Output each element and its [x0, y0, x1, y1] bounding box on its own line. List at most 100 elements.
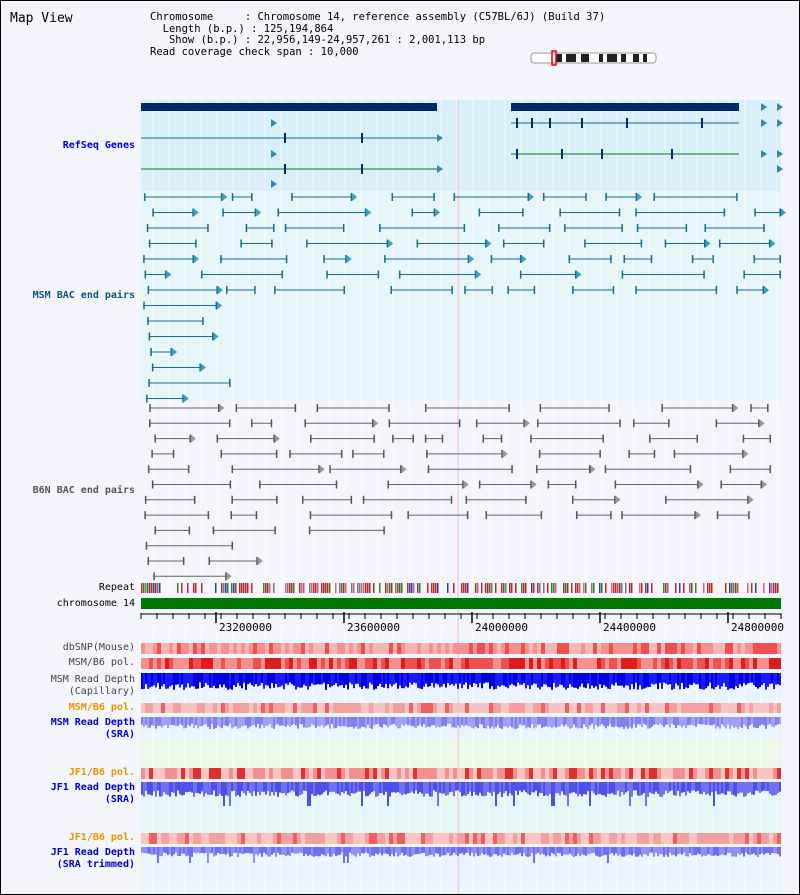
track-label-jf1-depth-trimmed[interactable]: JF1 Read Depth (SRA trimmed)	[50, 847, 135, 870]
jf1-depth-trim-bar	[433, 847, 435, 857]
msm-depth-cap-bar	[683, 673, 685, 690]
b6n-end	[153, 572, 155, 581]
msm-depth-sra-bar	[637, 717, 639, 725]
jf1-b6-pol-heat-cell	[757, 768, 761, 779]
b6n-end	[482, 434, 485, 443]
msm-depth-sra-bar	[287, 717, 289, 726]
msm-depth-sra-bar	[181, 717, 183, 726]
msm-depth-cap-bar	[649, 673, 651, 688]
msm-depth-cap-bar	[275, 673, 277, 684]
dbsnp-heat-cell	[181, 643, 185, 654]
msm-b6-pol2-heat-cell	[169, 703, 173, 713]
track-label-dbsnp[interactable]: dbSNP(Mouse)	[62, 642, 135, 653]
track-label-b6n-bac[interactable]: B6N BAC end pairs	[32, 485, 135, 496]
jf1-depth-sra-bar	[551, 782, 553, 806]
dbsnp-heat-cell	[749, 643, 753, 654]
b6n-end	[251, 419, 253, 428]
jf1-b6-pol-heat-cell	[593, 768, 597, 779]
b6n-end	[400, 465, 402, 474]
msm-depth-sra-bar	[645, 717, 647, 726]
jf1-depth-sra-bar	[355, 782, 357, 793]
jf1-depth-trim-bar	[683, 847, 685, 853]
jf1-depth-trim-bar	[545, 847, 547, 857]
dbsnp-heat-cell	[641, 643, 645, 654]
msm-depth-cap-bar	[197, 673, 199, 689]
jf1-b6-pol2-heat-cell	[349, 833, 353, 844]
repeat-mark	[575, 583, 577, 593]
jf1-depth-sra-bar	[609, 782, 611, 794]
jf1-b6-pol2-heat-cell	[365, 833, 369, 844]
jf1-depth-trim-bar	[303, 847, 305, 856]
jf1-b6-pol-heat-cell	[293, 768, 297, 779]
msm-depth-sra-bar	[721, 717, 723, 725]
jf1-depth-sra-bar	[667, 782, 669, 794]
bac-end	[543, 239, 545, 248]
jf1-depth-sra-bar	[235, 782, 237, 797]
track-label-refseq-genes[interactable]: RefSeq Genes	[62, 140, 135, 151]
jf1-depth-sra-bar	[171, 782, 173, 793]
track-label-jf1-b6-pol-2[interactable]: JF1/B6 pol.	[68, 832, 135, 843]
track-label-msm-b6-pol-2[interactable]: MSM/B6 pol.	[68, 702, 135, 713]
msm-depth-sra-bar	[411, 717, 413, 726]
jf1-b6-pol2-heat-cell	[213, 833, 217, 844]
track-label-msm-b6-pol[interactable]: MSM/B6 pol.	[68, 657, 135, 668]
dbsnp-heat-cell	[569, 643, 573, 654]
jf1-depth-sra-bar	[389, 782, 391, 797]
msm-depth-sra-bar	[543, 717, 545, 727]
jf1-depth-trim-bar	[731, 847, 733, 857]
msm-b6-pol2-heat-cell	[193, 703, 197, 713]
repeat-mark	[361, 583, 363, 593]
jf1-depth-trim-bar	[543, 847, 545, 855]
msm-depth-cap-bar	[215, 673, 217, 689]
msm-depth-sra-bar	[247, 717, 249, 729]
jf1-depth-trim-bar	[629, 847, 631, 855]
jf1-depth-trim-bar	[739, 847, 741, 855]
repeat-mark	[711, 583, 713, 593]
msm-b6-pol2-heat-cell	[441, 703, 445, 713]
msm-depth-cap-bar	[323, 673, 325, 683]
b6n-end	[182, 557, 185, 565]
bac-end	[240, 239, 242, 248]
jf1-depth-trim-bar	[151, 847, 153, 856]
track-label-msm-bac[interactable]: MSM BAC end pairs	[32, 290, 135, 301]
msm-depth-sra-bar	[229, 717, 231, 724]
jf1-depth-sra-bar	[627, 782, 629, 791]
jf1-depth-sra-bar	[151, 782, 153, 796]
msm-depth-sra-bar	[513, 717, 515, 729]
msm-depth-cap-bar	[743, 673, 745, 684]
msm-b6-pol2-heat-cell	[561, 703, 565, 713]
track-label-msm-depth-capillary[interactable]: MSM Read Depth (Capillary)	[50, 674, 135, 697]
jf1-b6-pol2-heat-cell	[625, 833, 629, 844]
repeat-mark	[159, 583, 161, 593]
repeat-mark	[593, 583, 595, 593]
jf1-depth-sra-bar	[507, 782, 509, 796]
msm-depth-cap-bar	[671, 673, 673, 690]
msm-depth-cap-bar	[247, 673, 249, 685]
track-label-chromosome[interactable]: chromosome 14	[56, 598, 135, 609]
b6n-end	[668, 419, 670, 428]
jf1-depth-trim-bar	[373, 847, 375, 856]
msm-depth-sra-bar	[371, 717, 373, 729]
jf1-b6-pol2-heat-cell	[609, 833, 613, 844]
jf1-b6-pol2-heat-cell	[637, 833, 641, 844]
track-label-msm-depth-sra[interactable]: MSM Read Depth (SRA)	[50, 717, 135, 740]
track-label-repeat[interactable]: Repeat	[98, 582, 135, 593]
jf1-b6-pol2-heat-cell	[777, 833, 781, 844]
msm-depth-sra-bar	[693, 717, 695, 726]
jf1-b6-pol-heat-cell	[629, 768, 633, 779]
track-label-jf1-b6-pol[interactable]: JF1/B6 pol.	[68, 767, 135, 778]
b6n-end	[304, 419, 306, 428]
jf1-depth-trim-bar	[735, 847, 737, 857]
jf1-depth-sra-bar	[433, 782, 435, 791]
jf1-depth-sra-bar	[631, 782, 633, 797]
track-label-jf1-depth-sra[interactable]: JF1 Read Depth (SRA)	[50, 782, 135, 805]
b6n-end	[575, 511, 578, 520]
jf1-depth-trim-bar	[313, 847, 315, 857]
msm-depth-cap-bar	[265, 673, 267, 686]
jf1-depth-sra-bar	[237, 782, 239, 795]
jf1-b6-pol-heat-cell	[401, 768, 405, 779]
repeat-mark	[755, 583, 757, 593]
msm-b6-pol-heat-cell	[473, 658, 477, 669]
jf1-depth-trim-bar	[511, 847, 513, 853]
jf1-depth-sra-bar	[431, 782, 433, 797]
